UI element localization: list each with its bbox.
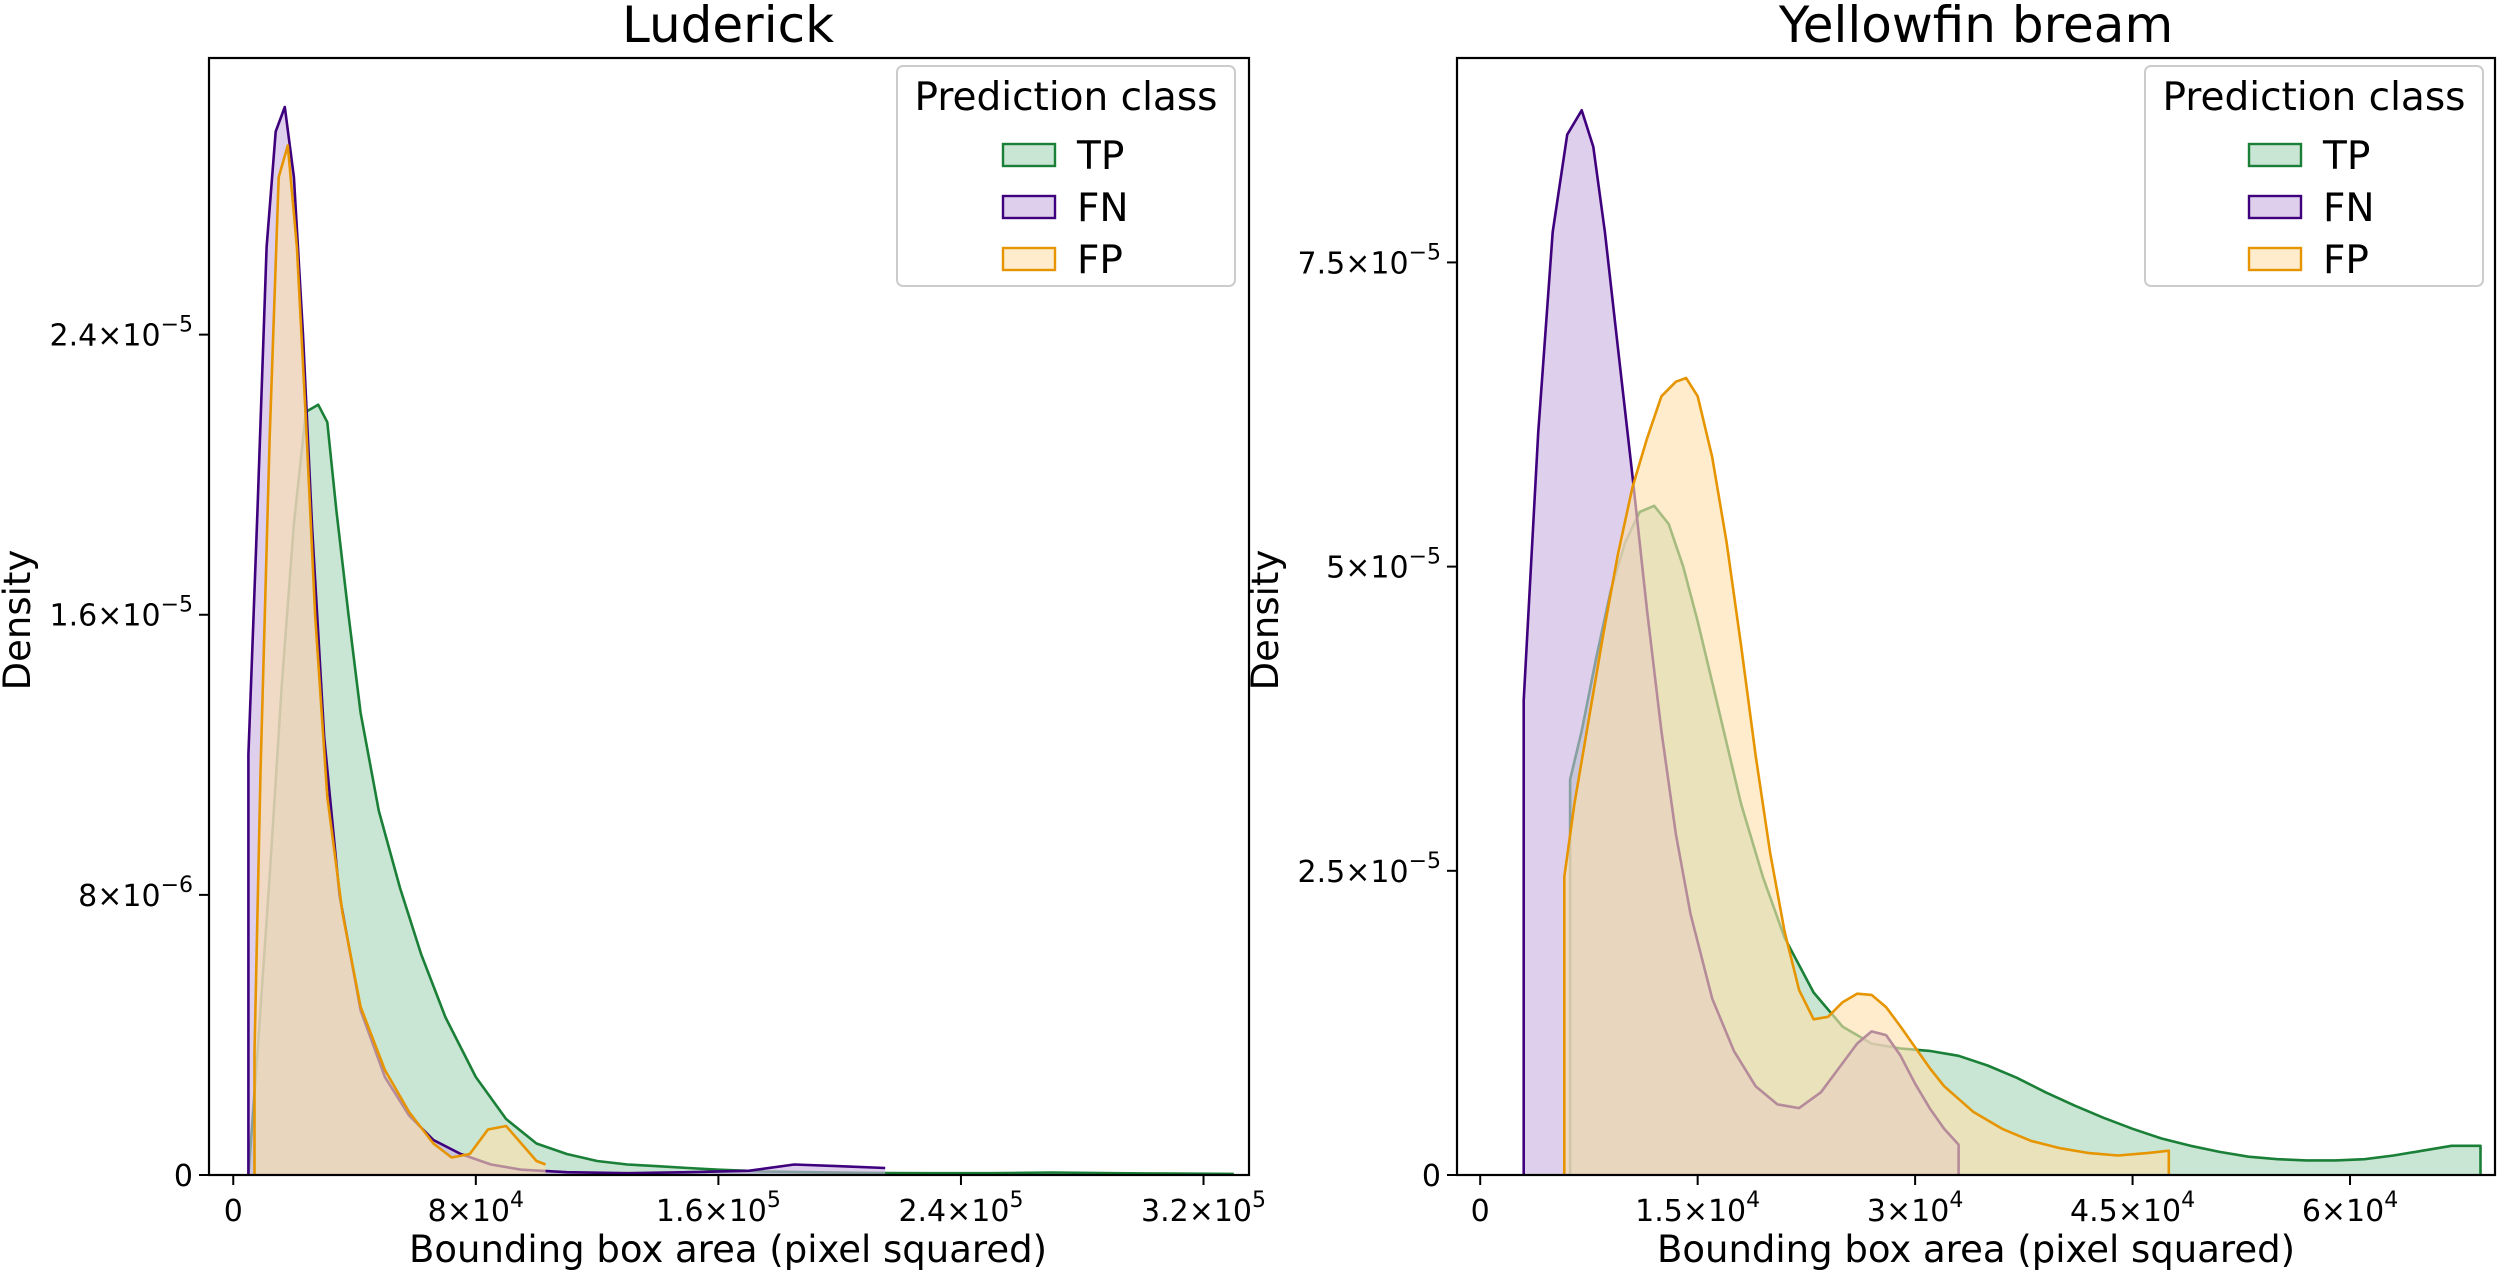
legend-entry-tp: TP bbox=[1001, 134, 1124, 179]
series-fp bbox=[253, 144, 547, 1175]
legend-label: FP bbox=[1077, 238, 1123, 283]
legend-swatch bbox=[2247, 142, 2303, 168]
legend-entry-fn: FN bbox=[2247, 186, 2375, 231]
yellowfin-bream-panel: Yellowfin bream Bounding box area (pixel… bbox=[1244, 0, 2497, 1270]
fp-area-fill bbox=[254, 145, 546, 1175]
y-axis-ticks: 0 8×10−6 1.6×10−5 2.4×10−5 bbox=[50, 313, 209, 1194]
x-axis-ticks: 0 8×104 1.6×105 2.4×105 3.2×105 bbox=[224, 1175, 1266, 1229]
legend-entries: TP FN FP bbox=[1001, 134, 1129, 283]
y-tick-label: 1.6×10−5 bbox=[50, 593, 193, 634]
legend-frame bbox=[2144, 65, 2484, 287]
chart-title: Yellowfin bream bbox=[1778, 0, 2173, 54]
y-tick-label: 2.5×10−5 bbox=[1298, 849, 1441, 890]
legend: Prediction class TP FN FP bbox=[896, 65, 1236, 287]
x-tick-label: 3.2×105 bbox=[1141, 1188, 1266, 1229]
x-axis-label: Bounding box area (pixel squared) bbox=[1657, 1228, 2295, 1270]
luderick-panel: Luderick Bounding box area (pixel square… bbox=[0, 0, 1266, 1270]
legend: Prediction class TP FN FP bbox=[2144, 65, 2484, 287]
legend-label: FN bbox=[1077, 186, 1129, 231]
series-tp bbox=[247, 403, 1234, 1176]
axes-frame bbox=[1455, 56, 2497, 1177]
x-axis-ticks: 0 1.5×104 3×104 4.5×104 6×104 bbox=[1471, 1175, 2398, 1229]
legend-label: TP bbox=[2322, 134, 2370, 179]
legend-label: FP bbox=[2323, 238, 2369, 283]
x-tick-label: 8×104 bbox=[428, 1188, 524, 1229]
legend-swatch bbox=[1001, 194, 1057, 220]
legend-swatch bbox=[2247, 194, 2303, 220]
y-tick-label: 7.5×10−5 bbox=[1298, 240, 1441, 281]
legend-swatch bbox=[1001, 246, 1057, 272]
x-tick-label: 0 bbox=[224, 1194, 243, 1229]
y-tick-label: 5×10−5 bbox=[1326, 545, 1441, 586]
fp-density-line bbox=[1563, 376, 2171, 1175]
plot-area bbox=[1455, 56, 2497, 1177]
legend-label: TP bbox=[1076, 134, 1124, 179]
tp-density-line bbox=[247, 403, 1234, 1176]
x-tick-label: 6×104 bbox=[2302, 1188, 2398, 1229]
plot-area bbox=[207, 56, 1251, 1177]
y-tick-label: 0 bbox=[1422, 1159, 1441, 1194]
fp-area-fill bbox=[1564, 378, 2169, 1175]
series-fp bbox=[1563, 376, 2171, 1175]
axes-frame bbox=[207, 56, 1251, 1177]
legend-label: FN bbox=[2323, 186, 2375, 231]
x-tick-label: 0 bbox=[1471, 1194, 1490, 1229]
y-axis-label: Density bbox=[1244, 550, 1287, 691]
legend-entry-fp: FP bbox=[1001, 238, 1123, 283]
legend-entry-fp: FP bbox=[2247, 238, 2369, 283]
x-axis-label: Bounding box area (pixel squared) bbox=[409, 1228, 1047, 1270]
x-tick-label: 4.5×104 bbox=[2070, 1188, 2195, 1229]
legend-frame bbox=[896, 65, 1236, 287]
chart-title: Luderick bbox=[622, 0, 834, 54]
legend-entry-tp: TP bbox=[2247, 134, 2370, 179]
y-tick-label: 2.4×10−5 bbox=[50, 313, 193, 354]
legend-entries: TP FN FP bbox=[2247, 134, 2375, 283]
fp-density-line bbox=[253, 144, 547, 1175]
x-tick-label: 1.6×105 bbox=[656, 1188, 781, 1229]
tp-area-fill bbox=[248, 404, 1234, 1175]
y-axis-ticks: 0 2.5×10−5 5×10−5 7.5×10−5 bbox=[1298, 240, 1457, 1194]
legend-swatch bbox=[1001, 142, 1057, 168]
x-tick-label: 3×104 bbox=[1867, 1188, 1963, 1229]
y-axis-label: Density bbox=[0, 550, 39, 691]
x-tick-label: 2.4×105 bbox=[898, 1188, 1023, 1229]
y-tick-label: 0 bbox=[174, 1159, 193, 1194]
legend-entry-fn: FN bbox=[1001, 186, 1129, 231]
legend-title: Prediction class bbox=[915, 75, 1218, 120]
legend-title: Prediction class bbox=[2163, 75, 2466, 120]
x-tick-label: 1.5×104 bbox=[1635, 1188, 1760, 1229]
y-tick-label: 8×10−6 bbox=[78, 873, 193, 914]
legend-swatch bbox=[2247, 246, 2303, 272]
